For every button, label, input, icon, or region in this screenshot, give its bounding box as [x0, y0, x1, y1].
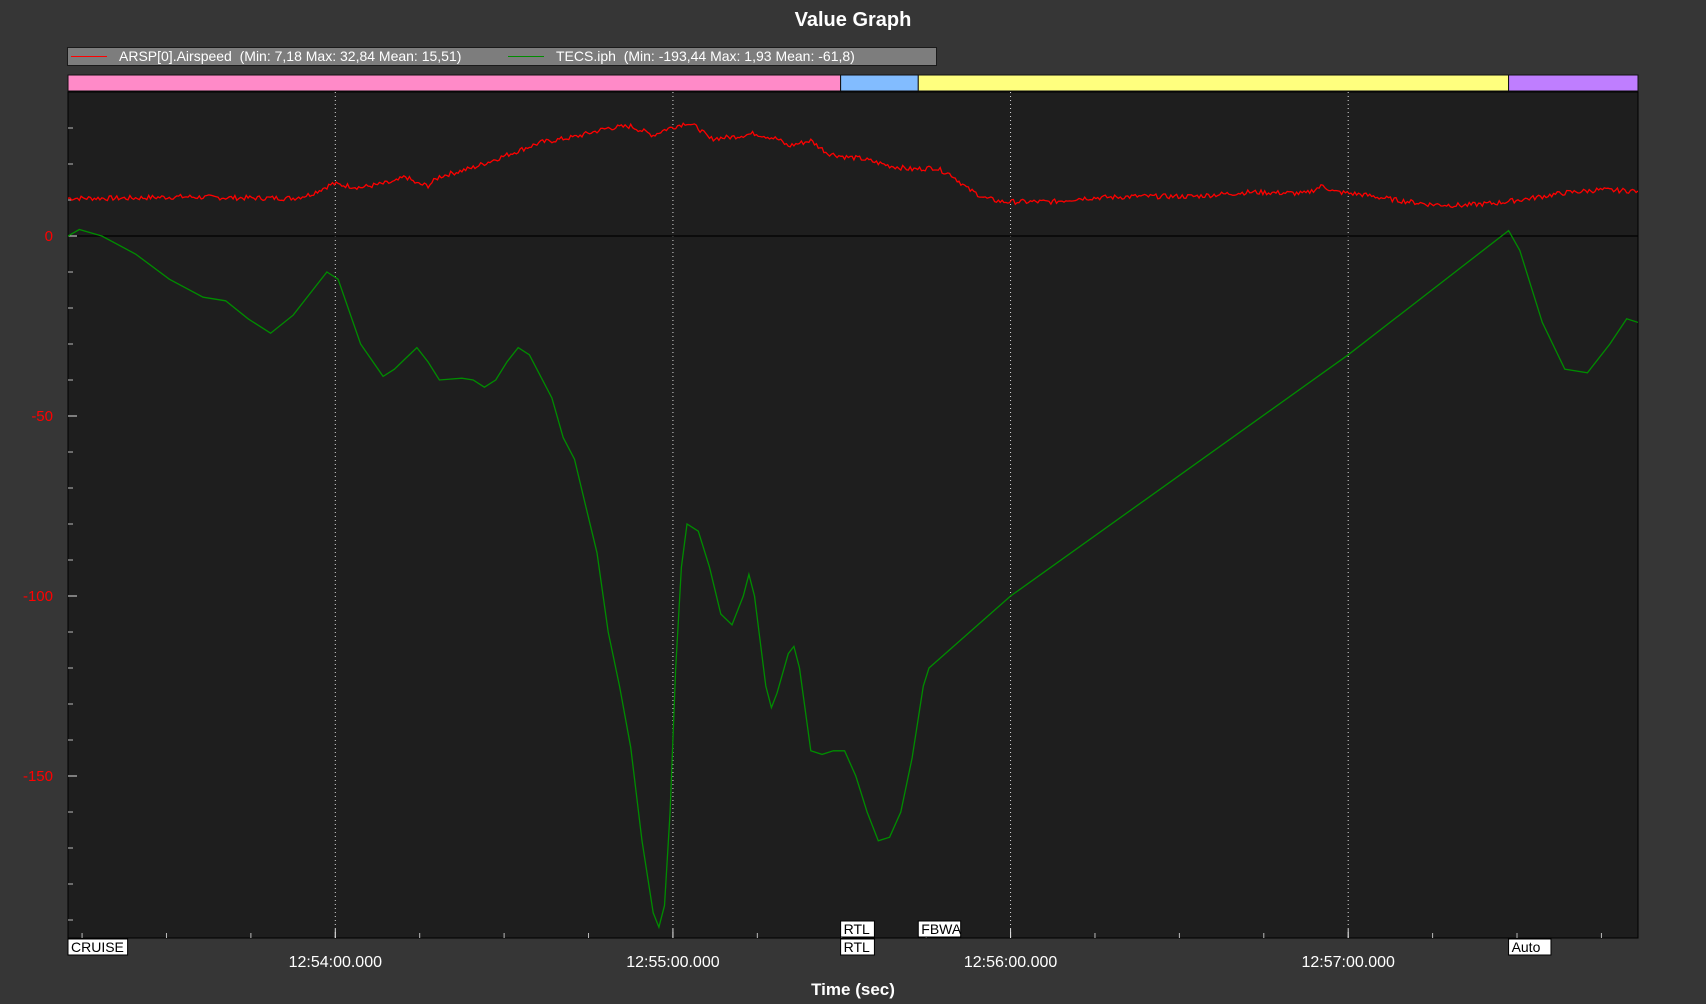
mode-bar-segment: [1508, 74, 1639, 92]
x-tick-label: 12:56:00.000: [964, 954, 1058, 971]
event-marker[interactable]: Auto: [1508, 938, 1552, 956]
event-label-box: [1508, 938, 1552, 956]
legend-swatch-airspeed: [71, 56, 107, 57]
y-tick-label: -100: [23, 588, 53, 605]
event-label-box: [840, 920, 875, 938]
x-axis-label: Time (sec): [811, 980, 895, 999]
legend-label-tecs-iph: TECS.iph (Min: -193,44 Max: 1,93 Mean: -…: [556, 48, 855, 65]
series-line-airspeed: [68, 122, 1638, 209]
y-tick-label: -50: [31, 408, 53, 425]
event-marker[interactable]: CRUISE: [67, 938, 129, 956]
event-marker[interactable]: RTL: [840, 938, 875, 956]
series-line-tecs-iph: [68, 228, 1638, 930]
mode-bar-segment: [917, 74, 1510, 92]
legend: ARSP[0].Airspeed (Min: 7,18 Max: 32,84 M…: [67, 47, 937, 66]
event-label-text: FBWA: [921, 921, 962, 937]
event-label-text: RTL: [844, 939, 870, 955]
legend-series-name-airspeed: ARSP[0].Airspeed: [119, 48, 232, 64]
plot-area: [67, 91, 1639, 939]
x-tick-label: 12:57:00.000: [1301, 954, 1395, 971]
legend-swatch-tecs-iph: [508, 56, 544, 57]
legend-series-name-tecs-iph: TECS.iph: [556, 48, 616, 64]
event-label-text: RTL: [844, 921, 870, 937]
legend-series-stats-airspeed: (Min: 7,18 Max: 32,84 Mean: 15,51): [239, 48, 462, 64]
x-tick-label: 12:54:00.000: [289, 954, 383, 971]
event-marker[interactable]: RTL: [840, 920, 875, 938]
y-tick-label: 0: [45, 228, 53, 245]
legend-series-stats-tecs-iph: (Min: -193,44 Max: 1,93 Mean: -61,8): [623, 48, 855, 64]
event-marker[interactable]: FBWA: [917, 920, 962, 938]
event-label-box: [840, 938, 875, 956]
event-label-box: [917, 920, 962, 938]
event-label-text: CRUISE: [71, 939, 124, 955]
event-label-box: [67, 938, 129, 956]
mode-bar-segment: [67, 74, 842, 92]
chart-title: Value Graph: [794, 9, 912, 31]
event-label-text: Auto: [1512, 939, 1541, 955]
legend-label-airspeed: ARSP[0].Airspeed (Min: 7,18 Max: 32,84 M…: [119, 48, 461, 65]
y-tick-label: -150: [23, 768, 53, 785]
mode-bar-segment: [840, 74, 919, 92]
x-tick-label: 12:55:00.000: [626, 954, 720, 971]
